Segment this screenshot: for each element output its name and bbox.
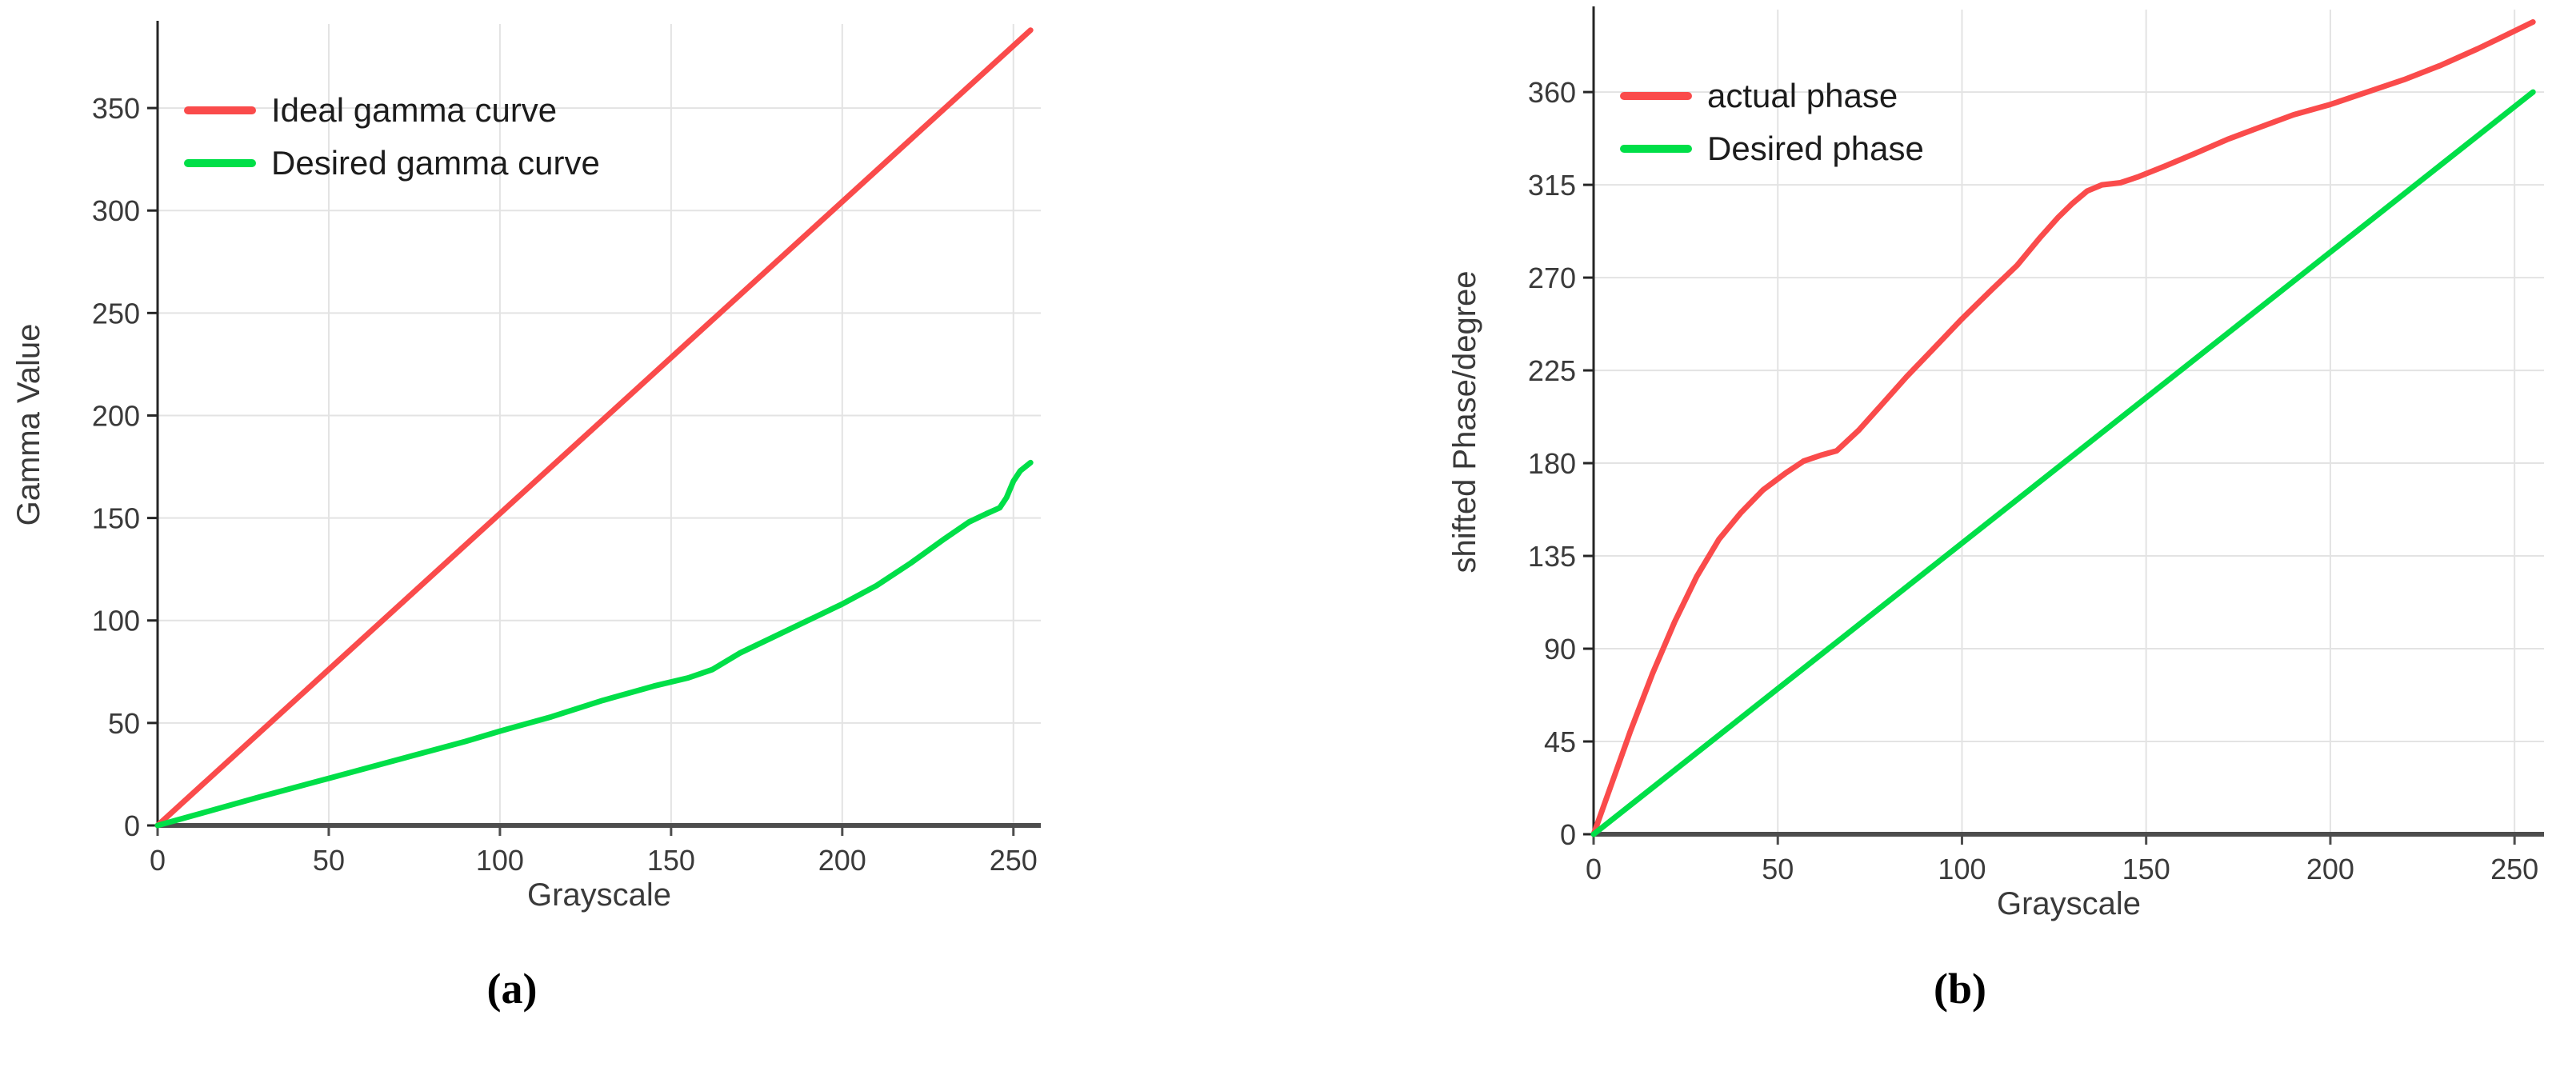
- legend: actual phase Desired phase: [1620, 77, 1924, 167]
- y-tick-label: 315: [1528, 169, 1576, 202]
- y-tick-label: 90: [1544, 633, 1576, 665]
- y-tick-label: 135: [1528, 540, 1576, 573]
- caption-a: (a): [486, 965, 538, 1013]
- x-tick-label: 50: [1762, 853, 1794, 885]
- gridlines: [158, 24, 1041, 825]
- x-tick-label: 100: [1938, 853, 1986, 885]
- axis-ticks: 0 50 100 150 200 250 0 50 100 150 200 250 300 350: [92, 92, 1038, 877]
- y-tick-label: 225: [1528, 354, 1576, 387]
- phase-chart-svg: 0 50 100 150 200 250 0 45 90 135 180 225 270 315 360 Gr…: [1447, 6, 2544, 921]
- y-tick-label: 45: [1544, 725, 1576, 758]
- y-tick-label: 50: [108, 707, 140, 740]
- x-tick-label: 100: [476, 844, 524, 877]
- series-line-ideal-gamma-curve: [154, 27, 1034, 829]
- y-tick-label: 360: [1528, 76, 1576, 109]
- legend: Ideal gamma curve Desired gamma curve: [184, 91, 600, 182]
- x-tick-label: 250: [2490, 853, 2538, 885]
- legend-label: Ideal gamma curve: [271, 91, 557, 129]
- y-tick-label: 150: [92, 502, 140, 535]
- y-tick-label: 0: [1560, 818, 1576, 851]
- x-tick-label: 50: [313, 844, 345, 877]
- axis-ticks: 0 50 100 150 200 250 0 45 90 135 180 225 270 315 360: [1528, 76, 2538, 885]
- x-tick-label: 0: [150, 844, 166, 877]
- legend-label: Desired gamma curve: [271, 144, 600, 182]
- y-tick-label: 0: [124, 809, 140, 842]
- x-tick-label: 200: [2306, 853, 2354, 885]
- y-tick-label: 300: [92, 194, 140, 227]
- series-line-actual-phase: [1590, 19, 2536, 837]
- series-line-desired-gamma-curve: [154, 459, 1034, 829]
- x-axis-title: Grayscale: [1997, 886, 2141, 921]
- x-axis-title: Grayscale: [527, 877, 671, 913]
- gamma-chart-svg: 0 50 100 150 200 250 0 50 100 150 200 250 300 350 Gray…: [11, 21, 1041, 913]
- x-tick-label: 150: [2122, 853, 2170, 885]
- y-axis-title: shifted Phase/degree: [1447, 270, 1482, 573]
- x-tick-label: 200: [818, 844, 866, 877]
- y-axis-title: Gamma Value: [11, 324, 46, 526]
- y-tick-label: 350: [92, 92, 140, 125]
- gamma-chart-panel: 0 50 100 150 200 250 0 50 100 150 200 250 300 350 Gray…: [0, 0, 1248, 928]
- y-tick-label: 200: [92, 399, 140, 432]
- y-tick-label: 270: [1528, 262, 1576, 294]
- x-tick-label: 150: [647, 844, 695, 877]
- y-tick-label: 180: [1528, 447, 1576, 480]
- y-tick-label: 250: [92, 297, 140, 330]
- x-tick-label: 0: [1586, 853, 1602, 885]
- legend-label: Desired phase: [1707, 130, 1924, 167]
- legend-label: actual phase: [1707, 77, 1898, 114]
- y-tick-label: 100: [92, 605, 140, 637]
- series-line-desired-phase: [1590, 89, 2536, 837]
- caption-b: (b): [1934, 965, 1986, 1013]
- x-tick-label: 250: [990, 844, 1038, 877]
- gridlines: [1594, 10, 2544, 834]
- phase-chart-panel: 0 50 100 150 200 250 0 45 90 135 180 225 270 315 360 Gr…: [1296, 0, 2576, 928]
